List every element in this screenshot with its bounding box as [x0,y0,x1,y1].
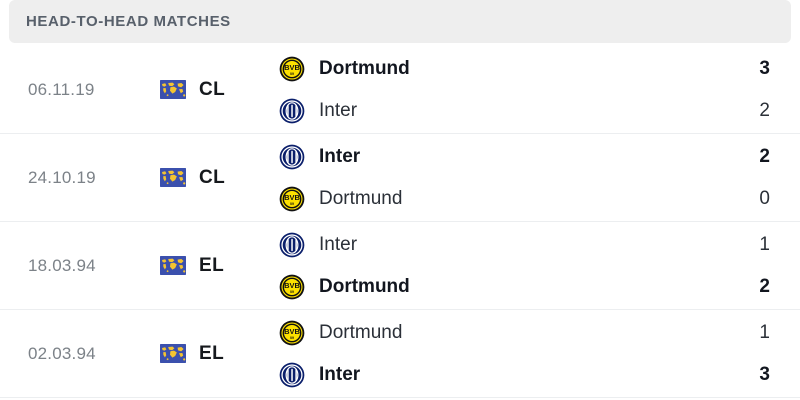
team-score: 2 [759,99,770,121]
dortmund-badge: BVB 09 [279,274,305,300]
team-score: 3 [759,363,770,385]
competition-code: EL [199,342,225,364]
team-name: Inter [319,99,358,121]
team-score: 0 [759,187,770,209]
team-line-away[interactable]: Inter 2 [279,98,770,124]
competition-code: EL [199,254,225,276]
teams-block: Inter 1 BVB 09 Dortmund 2 [270,232,770,300]
team-name: Inter [319,363,361,385]
inter-badge [279,232,305,258]
world-flag-icon [160,80,186,99]
inter-badge [279,362,305,388]
team-line-away[interactable]: BVB 09 Dortmund 0 [279,186,770,212]
svg-text:09: 09 [290,336,294,340]
team-name: Dortmund [319,187,403,209]
competition-cell: EL [160,255,270,277]
team-line-away[interactable]: BVB 09 Dortmund 2 [279,274,770,300]
competition-cell: CL [160,79,270,101]
teams-block: Inter 2 BVB 09 Dortmund 0 [270,144,770,212]
teams-block: BVB 09 Dortmund 3 Inter 2 [270,56,770,124]
team-name: Inter [319,233,358,255]
svg-text:BVB: BVB [284,62,300,71]
svg-text:BVB: BVB [284,280,300,289]
match-date: 02.03.94 [28,343,96,363]
competition-cell: EL [160,343,270,365]
svg-text:09: 09 [290,290,294,294]
team-score: 1 [759,321,770,343]
competition-code: CL [199,78,226,100]
team-line-home[interactable]: Inter 1 [279,232,770,258]
inter-badge [279,98,305,124]
team-name: Dortmund [319,57,410,79]
match-row[interactable]: 24.10.19 CL Inter 2 BVB 09 Dortmund 0 [0,134,800,222]
inter-badge [279,144,305,170]
competition-cell: CL [160,167,270,189]
match-list: 06.11.19 CL BVB 09 Dortmund 3 Inter 2 24.10… [0,43,800,398]
svg-text:BVB: BVB [284,192,300,201]
svg-text:09: 09 [290,202,294,206]
team-line-home[interactable]: BVB 09 Dortmund 3 [279,56,770,82]
team-name: Dortmund [319,321,403,343]
dortmund-badge: BVB 09 [279,320,305,346]
match-row[interactable]: 02.03.94 EL BVB 09 Dortmund 1 Inter 3 [0,310,800,398]
team-line-home[interactable]: Inter 2 [279,144,770,170]
dortmund-badge: BVB 09 [279,186,305,212]
team-score: 3 [759,57,770,79]
team-score: 1 [759,233,770,255]
match-date: 18.03.94 [28,255,96,275]
section-header: HEAD-TO-HEAD MATCHES [9,0,791,43]
match-date: 24.10.19 [28,167,96,187]
team-score: 2 [759,275,770,297]
world-flag-icon [160,168,186,187]
match-row[interactable]: 18.03.94 EL Inter 1 BVB 09 Dortmund 2 [0,222,800,310]
team-name: Dortmund [319,275,410,297]
svg-text:BVB: BVB [284,326,300,335]
competition-code: CL [199,166,226,188]
page-title: HEAD-TO-HEAD MATCHES [26,13,231,30]
team-line-away[interactable]: Inter 3 [279,362,770,388]
teams-block: BVB 09 Dortmund 1 Inter 3 [270,320,770,388]
svg-text:09: 09 [290,72,294,76]
world-flag-icon [160,256,186,275]
match-row[interactable]: 06.11.19 CL BVB 09 Dortmund 3 Inter 2 [0,46,800,134]
team-name: Inter [319,145,361,167]
team-score: 2 [759,145,770,167]
dortmund-badge: BVB 09 [279,56,305,82]
world-flag-icon [160,344,186,363]
match-date: 06.11.19 [28,79,95,99]
team-line-home[interactable]: BVB 09 Dortmund 1 [279,320,770,346]
